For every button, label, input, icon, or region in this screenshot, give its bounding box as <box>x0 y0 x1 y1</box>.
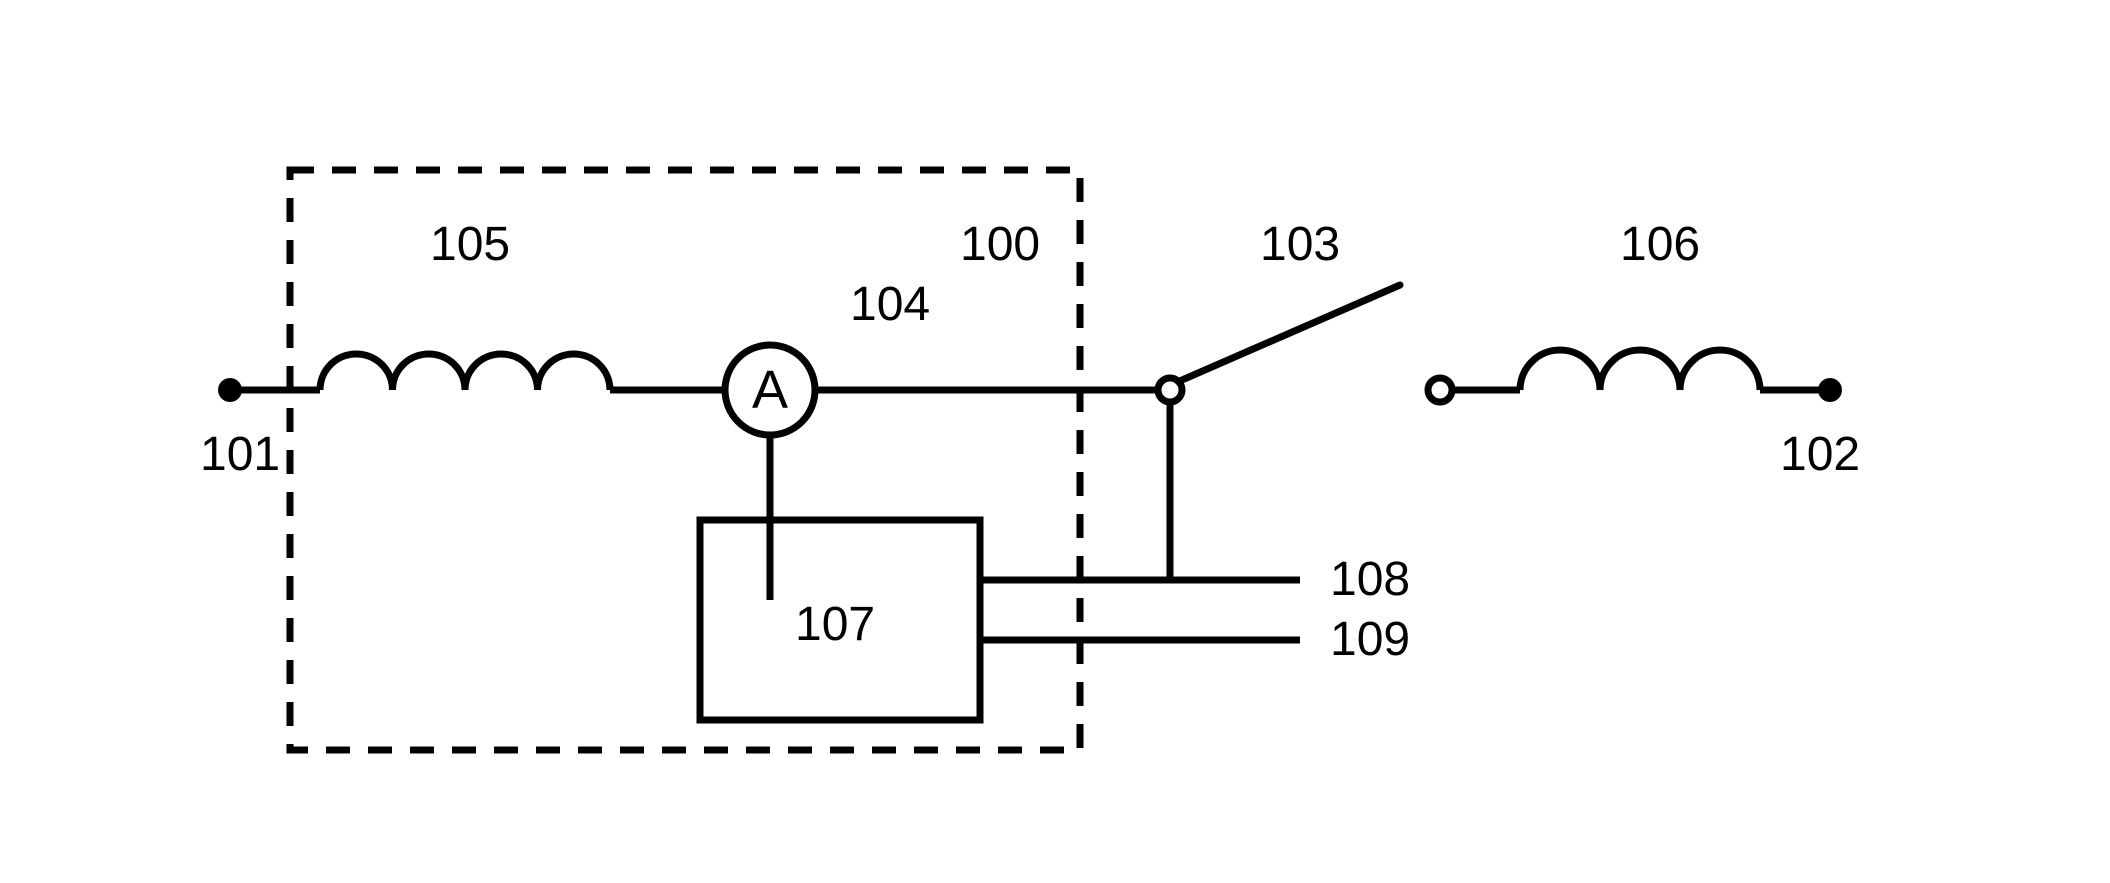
ammeter-label: A <box>752 360 788 420</box>
label-105: 105 <box>430 218 510 271</box>
inductor-right <box>1520 350 1760 390</box>
label-102: 102 <box>1780 428 1860 481</box>
switch-arm <box>1178 285 1400 382</box>
switch-contact <box>1428 378 1452 402</box>
label-103: 103 <box>1260 218 1340 271</box>
circuit-diagram: A 105 100 104 103 106 101 102 107 108 10… <box>0 0 2110 883</box>
label-109: 109 <box>1330 613 1410 666</box>
label-107: 107 <box>795 598 875 651</box>
label-104: 104 <box>850 278 930 331</box>
label-106: 106 <box>1620 218 1700 271</box>
label-101: 101 <box>200 428 280 481</box>
label-100: 100 <box>960 218 1040 271</box>
inductor-left <box>320 354 610 390</box>
label-108: 108 <box>1330 553 1410 606</box>
terminal-right <box>1818 378 1842 402</box>
wire-output-108 <box>980 402 1170 580</box>
